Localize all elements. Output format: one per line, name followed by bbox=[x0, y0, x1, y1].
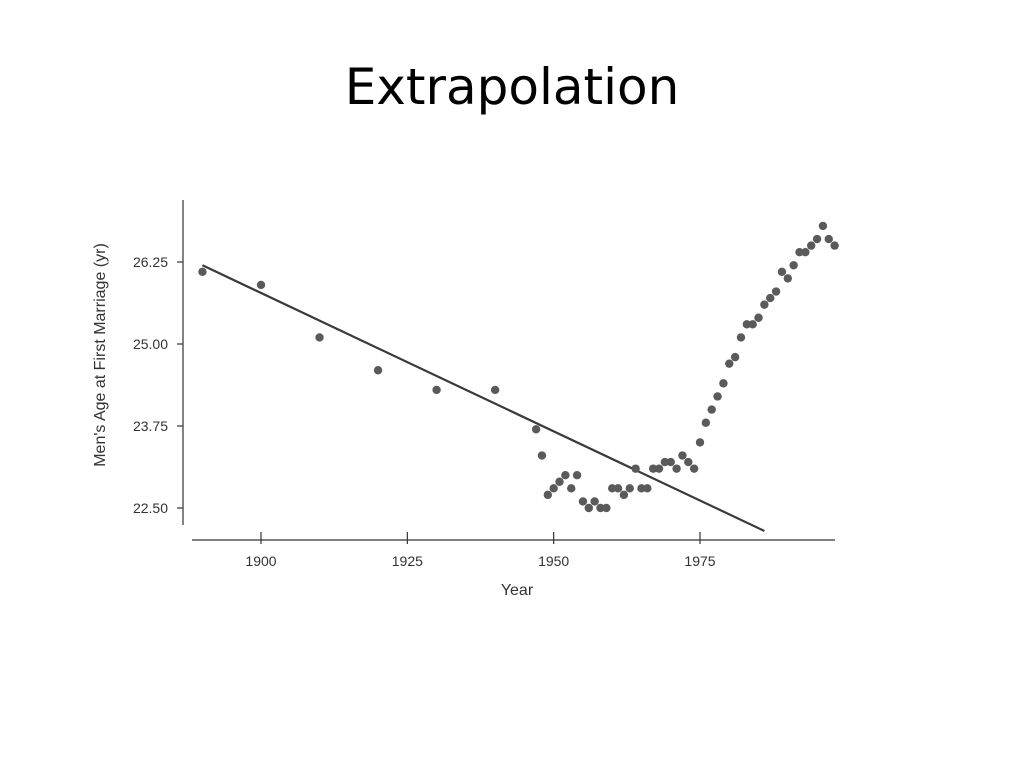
y-tick-label: 26.25 bbox=[133, 254, 168, 270]
y-tick-label: 22.50 bbox=[133, 500, 168, 516]
data-point bbox=[613, 484, 623, 493]
data-point bbox=[754, 313, 763, 322]
data-point bbox=[572, 471, 582, 480]
data-point bbox=[818, 221, 828, 231]
data-point bbox=[256, 280, 266, 290]
data-point bbox=[783, 274, 792, 283]
data-point bbox=[824, 234, 833, 244]
data-point bbox=[315, 333, 324, 342]
data-point bbox=[760, 300, 769, 309]
data-point bbox=[432, 385, 441, 395]
x-tick-label: 1925 bbox=[392, 553, 423, 569]
data-point bbox=[373, 366, 383, 375]
data-point bbox=[490, 385, 500, 395]
data-point bbox=[801, 247, 810, 257]
data-point bbox=[830, 241, 839, 250]
data-point bbox=[654, 464, 664, 473]
data-point bbox=[631, 464, 640, 473]
data-point bbox=[684, 457, 693, 467]
y-axis-title: Men's Age at First Marriage (yr) bbox=[92, 243, 109, 467]
data-point bbox=[198, 267, 207, 277]
ticks: 1900 1925 1950 1975 22.50 23.75 25.00 26.25 bbox=[133, 254, 716, 569]
data-point bbox=[707, 405, 716, 414]
data-point bbox=[531, 425, 541, 434]
x-tick-label: 1975 bbox=[684, 553, 715, 569]
data-point bbox=[660, 457, 670, 467]
x-tick-label: 1950 bbox=[538, 553, 569, 569]
data-point bbox=[555, 477, 564, 486]
data-point bbox=[736, 333, 746, 342]
data-point bbox=[602, 503, 611, 513]
data-point bbox=[666, 457, 675, 467]
data-point bbox=[672, 464, 681, 473]
data-point bbox=[795, 247, 804, 257]
data-point bbox=[730, 352, 740, 362]
data-point bbox=[549, 484, 558, 493]
x-axis-title: Year bbox=[501, 582, 534, 599]
data-point bbox=[561, 471, 570, 480]
data-point bbox=[807, 241, 816, 250]
data-point bbox=[725, 359, 734, 368]
data-point bbox=[619, 490, 629, 500]
data-point bbox=[789, 261, 798, 270]
x-tick-label: 1900 bbox=[245, 553, 276, 569]
data-point bbox=[625, 484, 634, 493]
data-point bbox=[590, 497, 599, 506]
trend-line bbox=[201, 264, 765, 532]
data-points bbox=[198, 221, 839, 513]
data-point bbox=[689, 464, 699, 473]
data-point bbox=[719, 379, 728, 388]
data-point bbox=[578, 497, 588, 506]
data-point bbox=[742, 320, 752, 329]
data-point bbox=[766, 293, 775, 303]
data-point bbox=[777, 267, 787, 277]
data-point bbox=[643, 484, 652, 493]
data-point bbox=[596, 503, 605, 513]
data-point bbox=[771, 287, 781, 296]
data-point bbox=[567, 484, 576, 493]
data-point bbox=[678, 451, 687, 460]
data-point bbox=[812, 234, 822, 244]
data-point bbox=[584, 503, 593, 513]
data-point bbox=[637, 484, 646, 493]
data-point bbox=[537, 451, 547, 460]
y-tick-label: 23.75 bbox=[133, 418, 168, 434]
data-point bbox=[695, 438, 705, 447]
slide-title: Extrapolation bbox=[344, 58, 680, 116]
axes bbox=[182, 200, 835, 541]
data-point bbox=[701, 418, 711, 427]
y-tick-label: 25.00 bbox=[133, 336, 168, 352]
data-point bbox=[648, 464, 658, 473]
data-point bbox=[543, 490, 553, 500]
data-point bbox=[713, 392, 722, 401]
data-point bbox=[608, 484, 617, 493]
data-point bbox=[748, 320, 757, 329]
